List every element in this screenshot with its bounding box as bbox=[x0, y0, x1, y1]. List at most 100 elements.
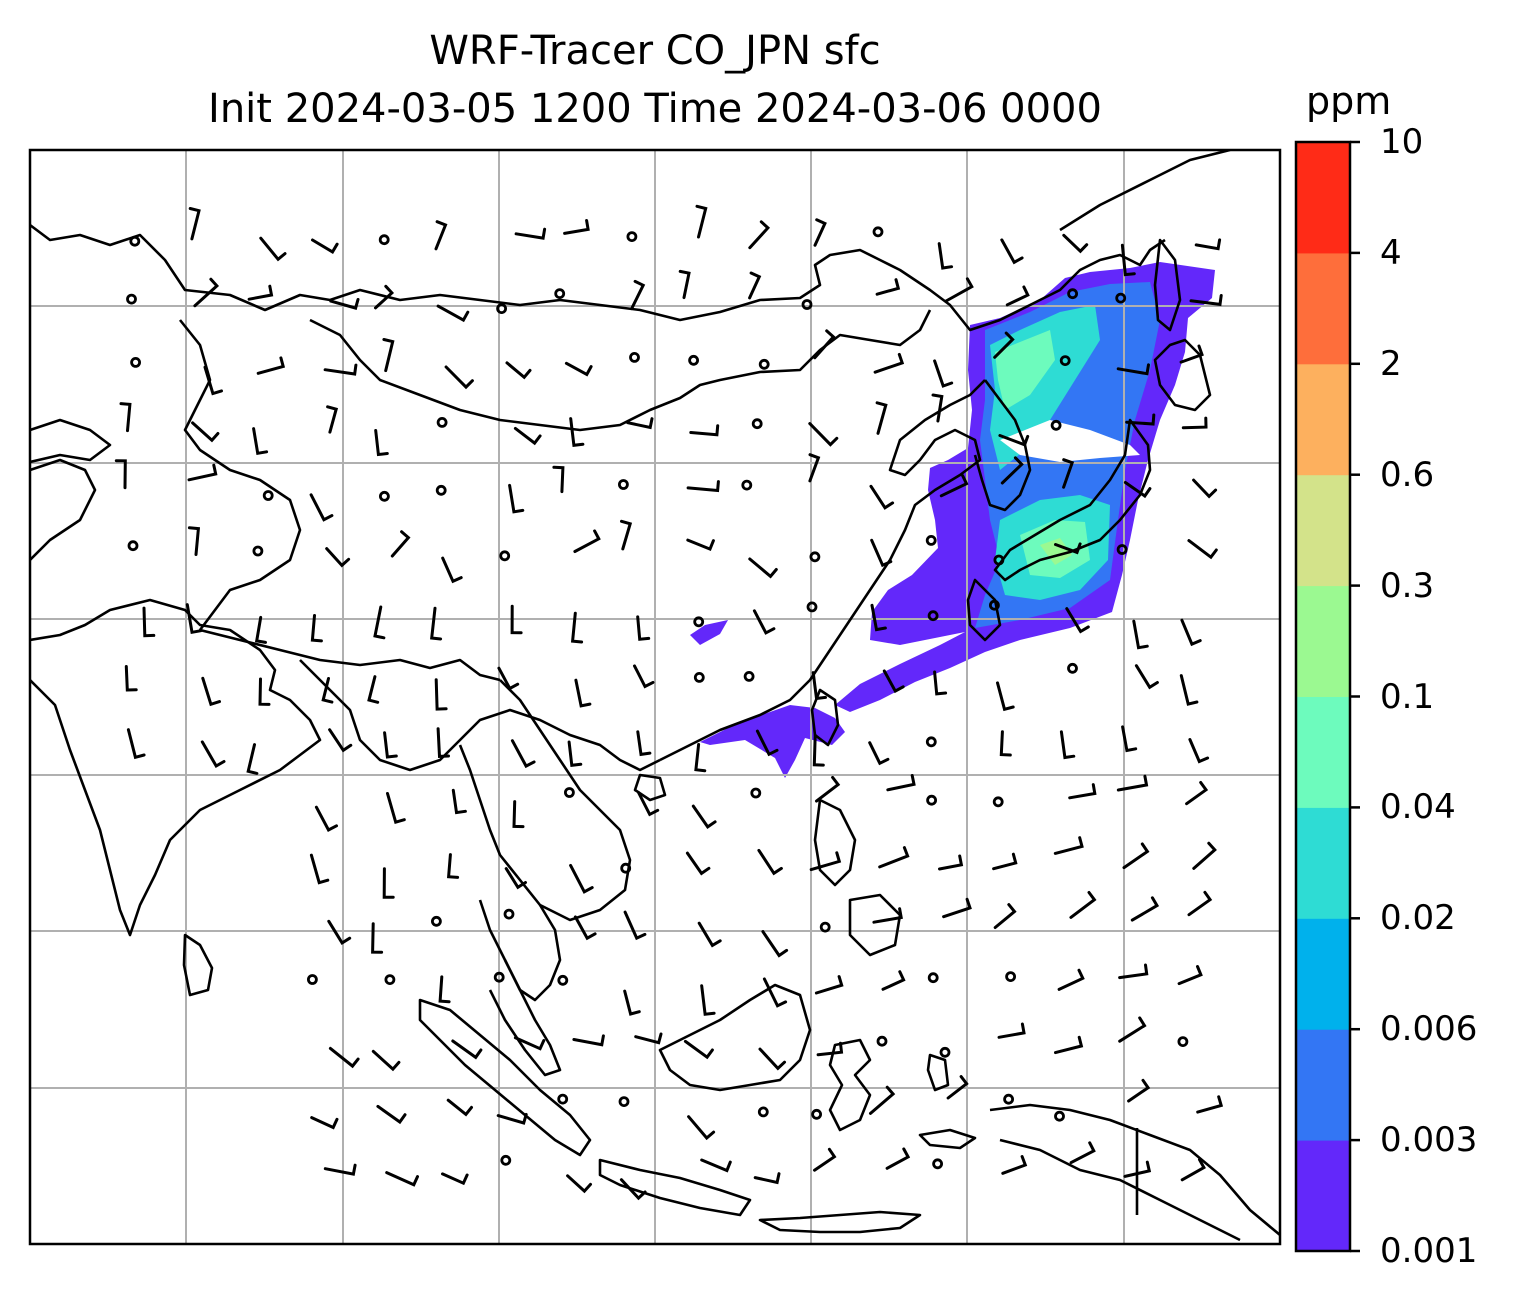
wind-barb bbox=[569, 863, 594, 894]
wind-barb bbox=[1185, 781, 1209, 806]
colorbar-tick-label: 0.6 bbox=[1380, 454, 1435, 495]
calm-circle bbox=[757, 1106, 769, 1118]
wind-barb bbox=[201, 676, 221, 707]
map-title-line1: WRF-Tracer CO_JPN sfc bbox=[429, 28, 881, 74]
wind-barb bbox=[636, 615, 651, 641]
wind-barb bbox=[753, 1172, 781, 1185]
wind-barb bbox=[1130, 896, 1160, 922]
wind-barb bbox=[512, 800, 525, 829]
wind-barb bbox=[686, 538, 715, 552]
calm-circle bbox=[801, 299, 813, 310]
coast-caspian bbox=[30, 418, 112, 464]
wind-barb bbox=[686, 480, 720, 493]
wind-barb bbox=[1196, 1095, 1224, 1114]
calm-circle bbox=[126, 293, 137, 305]
wind-barb bbox=[996, 681, 1015, 712]
wind-barb bbox=[114, 459, 127, 490]
wind-barb bbox=[311, 238, 339, 254]
wind-barb bbox=[1188, 738, 1210, 764]
wind-barb bbox=[998, 434, 1030, 447]
coast-japan-honshu bbox=[993, 418, 1152, 582]
wind-barb bbox=[748, 271, 762, 300]
colorbar-tick-label: 0.02 bbox=[1380, 898, 1456, 939]
calm-circle bbox=[1116, 544, 1128, 555]
coast-taiwan bbox=[810, 688, 840, 747]
wind-barb bbox=[814, 975, 844, 995]
calm-circle bbox=[554, 288, 566, 300]
calm-circle bbox=[811, 1108, 822, 1120]
wind-barb bbox=[505, 361, 532, 380]
calm-circle bbox=[925, 535, 937, 546]
calm-circle bbox=[557, 974, 569, 986]
wind-barb bbox=[310, 1116, 339, 1130]
calm-circle bbox=[384, 974, 396, 985]
wind-barb bbox=[762, 977, 788, 1008]
wind-barb bbox=[185, 603, 203, 635]
wind-barb bbox=[813, 1147, 837, 1172]
wind-barb bbox=[508, 483, 525, 514]
wind-barb bbox=[939, 474, 969, 498]
calm-circle bbox=[430, 915, 442, 927]
border-russia-south bbox=[30, 223, 1166, 332]
wind-barb bbox=[310, 614, 323, 643]
calm-circle bbox=[932, 1158, 943, 1170]
calm-circle bbox=[493, 971, 505, 983]
wind-barb bbox=[678, 269, 691, 300]
wind-barb bbox=[869, 484, 895, 510]
wind-barb bbox=[374, 429, 389, 457]
wind-barb bbox=[200, 740, 226, 769]
wind-barb bbox=[309, 853, 330, 885]
colorbar-segment bbox=[1296, 585, 1350, 697]
wind-barb bbox=[873, 352, 905, 374]
wind-barb bbox=[997, 1022, 1026, 1039]
coast-sumatra bbox=[418, 998, 592, 1157]
wind-barb bbox=[573, 915, 597, 941]
wind-barb bbox=[574, 678, 592, 708]
calm-circle bbox=[693, 616, 705, 628]
border-china-sw bbox=[299, 659, 661, 772]
wind-barb bbox=[1069, 891, 1097, 919]
wind-barb bbox=[441, 556, 463, 584]
wind-barb bbox=[390, 530, 411, 558]
calm-circle bbox=[992, 796, 1004, 808]
wind-barb bbox=[446, 1098, 473, 1117]
wind-barb bbox=[1179, 344, 1204, 364]
calm-circle bbox=[926, 794, 937, 806]
calm-circle bbox=[378, 234, 390, 246]
wind-barb bbox=[815, 775, 841, 803]
wind-barb bbox=[687, 1115, 716, 1141]
wind-barb bbox=[748, 220, 771, 250]
coast-arabia bbox=[30, 458, 97, 561]
calm-circle bbox=[378, 490, 390, 502]
wind-barb bbox=[573, 529, 601, 553]
border-mongolia bbox=[309, 309, 932, 432]
wind-barb bbox=[1192, 478, 1218, 499]
plume-south-tail bbox=[700, 705, 845, 778]
wind-barb bbox=[626, 417, 654, 430]
wind-barb bbox=[1059, 730, 1076, 760]
wind-barb bbox=[752, 609, 776, 635]
calm-circle bbox=[1003, 1093, 1014, 1105]
wind-barb bbox=[1179, 674, 1199, 706]
calm-circle bbox=[1050, 419, 1062, 431]
wind-barb bbox=[386, 792, 406, 825]
colorbar-segment bbox=[1296, 807, 1350, 919]
calm-circle bbox=[629, 351, 640, 363]
wind-barb bbox=[1053, 836, 1084, 855]
coast-new-guinea bbox=[989, 1103, 1280, 1236]
wind-barb bbox=[869, 1085, 896, 1115]
wind-barb bbox=[633, 664, 655, 689]
wind-barb bbox=[436, 727, 450, 758]
wind-barb bbox=[933, 359, 954, 388]
wind-barb bbox=[1054, 542, 1082, 555]
wind-barb bbox=[444, 365, 474, 390]
wind-barb bbox=[563, 219, 590, 235]
wind-barb bbox=[371, 1049, 401, 1072]
colorbar-segment bbox=[1296, 474, 1350, 587]
wind-barb bbox=[552, 465, 565, 494]
wind-barb bbox=[446, 853, 460, 879]
calm-circle bbox=[989, 599, 1000, 611]
coast-timor bbox=[918, 1128, 977, 1150]
wind-barb bbox=[636, 730, 652, 757]
calm-circle bbox=[436, 416, 448, 428]
